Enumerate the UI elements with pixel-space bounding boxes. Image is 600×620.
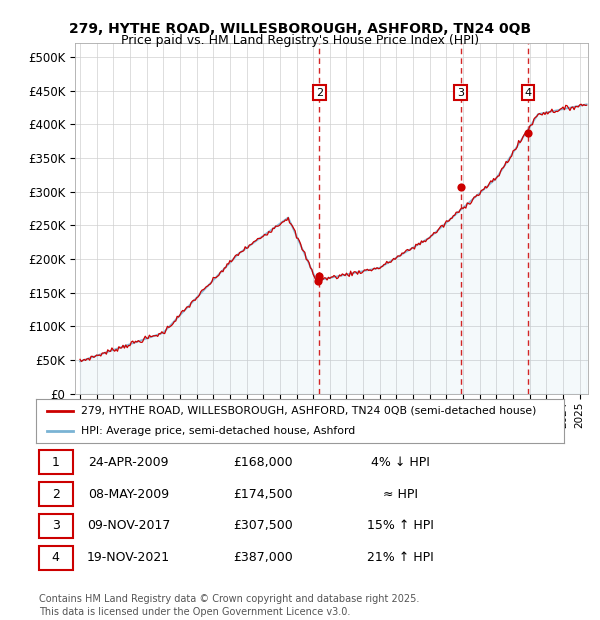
Text: Contains HM Land Registry data © Crown copyright and database right 2025.
This d: Contains HM Land Registry data © Crown c… (39, 594, 419, 617)
Point (456, 182, 466, 192)
Text: HPI: Average price, semi-detached house, Ashford: HPI: Average price, semi-detached house,… (81, 426, 355, 436)
Point (523, 128, 533, 138)
Text: 1: 1 (52, 456, 60, 469)
Point (314, 271, 324, 281)
Text: 4% ↓ HPI: 4% ↓ HPI (371, 456, 430, 469)
FancyBboxPatch shape (38, 514, 73, 538)
Text: 4: 4 (52, 551, 60, 564)
Text: 2: 2 (316, 87, 323, 97)
Text: 2: 2 (52, 487, 60, 500)
Text: 19-NOV-2021: 19-NOV-2021 (87, 551, 170, 564)
FancyBboxPatch shape (38, 450, 73, 474)
Text: £168,000: £168,000 (233, 456, 293, 469)
FancyBboxPatch shape (38, 482, 73, 506)
Text: 08-MAY-2009: 08-MAY-2009 (88, 487, 169, 500)
Text: £387,000: £387,000 (233, 551, 293, 564)
Text: 09-NOV-2017: 09-NOV-2017 (87, 520, 170, 533)
Point (313, 275, 323, 285)
Text: Price paid vs. HM Land Registry's House Price Index (HPI): Price paid vs. HM Land Registry's House … (121, 34, 479, 47)
Text: 279, HYTHE ROAD, WILLESBOROUGH, ASHFORD, TN24 0QB (semi-detached house): 279, HYTHE ROAD, WILLESBOROUGH, ASHFORD,… (81, 405, 536, 416)
Text: 24-APR-2009: 24-APR-2009 (88, 456, 169, 469)
Text: 4: 4 (524, 87, 532, 97)
Text: 279, HYTHE ROAD, WILLESBOROUGH, ASHFORD, TN24 0QB: 279, HYTHE ROAD, WILLESBOROUGH, ASHFORD,… (69, 22, 531, 36)
Text: £174,500: £174,500 (233, 487, 293, 500)
Text: 3: 3 (457, 87, 464, 97)
Text: ≈ HPI: ≈ HPI (383, 487, 418, 500)
FancyBboxPatch shape (38, 546, 73, 570)
Text: 3: 3 (52, 520, 60, 533)
Text: 21% ↑ HPI: 21% ↑ HPI (367, 551, 434, 564)
Text: 15% ↑ HPI: 15% ↑ HPI (367, 520, 434, 533)
Text: £307,500: £307,500 (233, 520, 293, 533)
